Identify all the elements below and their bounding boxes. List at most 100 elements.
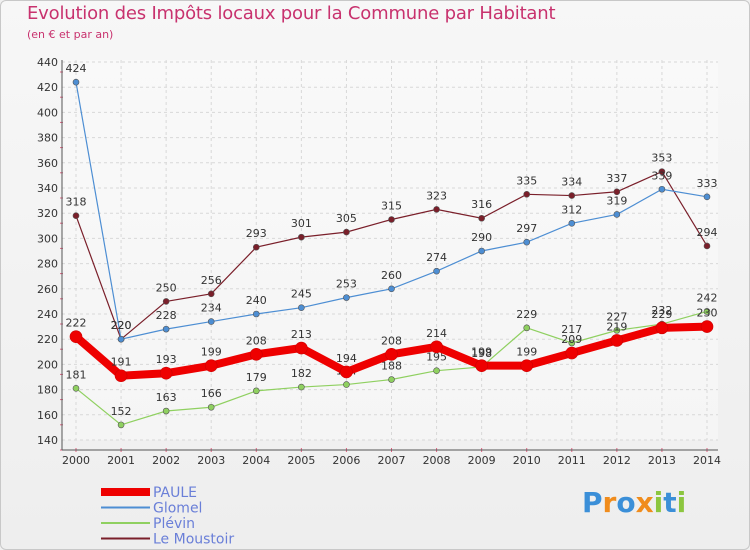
y-tick-label: 400 xyxy=(37,106,58,119)
data-point-paule xyxy=(520,359,534,372)
data-label-glomel: 319 xyxy=(606,194,627,207)
y-tick-label: 240 xyxy=(37,308,58,321)
x-tick-label: 2011 xyxy=(558,454,586,467)
chart-title: Evolution des Impôts locaux pour la Comm… xyxy=(27,3,556,24)
data-label-le-moustoir: 334 xyxy=(561,176,582,189)
data-point-glomel xyxy=(117,335,125,343)
data-point-glomel xyxy=(298,304,305,312)
data-point-glomel xyxy=(613,211,621,218)
data-point-glomel xyxy=(388,285,395,293)
x-tick-label: 2001 xyxy=(107,454,135,467)
data-label-le-moustoir: 337 xyxy=(606,172,627,185)
data-label-paule: 199 xyxy=(201,346,222,359)
data-label-glomel: 274 xyxy=(426,251,447,264)
data-point-glomel xyxy=(433,267,440,275)
data-label-glomel: 290 xyxy=(471,231,492,244)
data-point-le-moustoir xyxy=(658,168,666,175)
logo-letter: i xyxy=(676,486,687,519)
data-point-paule xyxy=(700,320,714,333)
x-tick-label: 2005 xyxy=(287,454,315,467)
x-tick-label: 2003 xyxy=(197,454,225,467)
data-label-glomel: 312 xyxy=(561,203,582,216)
data-label-paule: 199 xyxy=(471,346,492,359)
x-tick-label: 2012 xyxy=(603,454,631,467)
data-point-le-moustoir xyxy=(298,233,305,241)
data-label-paule: 208 xyxy=(381,334,402,347)
data-label-glomel: 220 xyxy=(111,319,132,332)
x-tick-label: 2002 xyxy=(152,454,180,467)
chart-subtitle: (en € et par an) xyxy=(27,28,114,41)
data-point-glomel xyxy=(207,318,215,325)
y-tick-label: 220 xyxy=(37,333,58,346)
data-point-glomel xyxy=(252,310,260,318)
data-point-paule xyxy=(655,321,669,335)
y-tick-label: 380 xyxy=(37,132,58,145)
data-point-le-moustoir xyxy=(613,188,621,196)
data-point-paule xyxy=(610,334,624,347)
y-tick-label: 320 xyxy=(37,207,58,220)
data-point-paule xyxy=(114,369,128,383)
data-label-le-moustoir: 316 xyxy=(471,198,492,211)
data-label-paule: 191 xyxy=(111,356,132,369)
data-point-le-moustoir xyxy=(207,290,215,298)
data-label-glomel: 240 xyxy=(246,294,267,307)
data-point-pl-vin xyxy=(703,308,711,315)
data-label-paule: 214 xyxy=(426,327,447,340)
data-label-pl-vin: 242 xyxy=(697,291,718,304)
data-point-paule xyxy=(295,341,308,355)
x-tick-label: 2006 xyxy=(332,454,360,467)
data-point-paule xyxy=(159,366,173,380)
data-label-pl-vin: 152 xyxy=(111,405,132,418)
data-label-pl-vin: 181 xyxy=(66,368,87,381)
y-tick-label: 200 xyxy=(37,358,58,371)
x-tick-label: 2010 xyxy=(513,454,541,467)
data-point-le-moustoir xyxy=(568,192,576,199)
data-point-pl-vin xyxy=(568,339,576,347)
y-tick-label: 260 xyxy=(37,283,58,296)
x-tick-label: 2008 xyxy=(423,454,451,467)
data-point-paule xyxy=(204,359,218,372)
data-point-glomel xyxy=(523,238,531,246)
logo-letter: i xyxy=(653,486,664,519)
legend-label-glomel: Glomel xyxy=(153,501,202,517)
data-label-pl-vin: 188 xyxy=(381,360,402,373)
data-point-pl-vin xyxy=(613,327,621,334)
data-label-paule: 229 xyxy=(651,308,672,321)
data-label-glomel: 339 xyxy=(651,169,672,182)
y-tick-label: 160 xyxy=(37,409,58,422)
y-tick-label: 300 xyxy=(37,232,58,245)
data-label-le-moustoir: 323 xyxy=(426,189,447,202)
data-label-glomel: 260 xyxy=(381,269,402,282)
data-label-paule: 213 xyxy=(291,328,312,341)
data-point-paule xyxy=(249,348,263,361)
data-point-glomel xyxy=(162,325,170,333)
data-point-paule xyxy=(475,359,488,372)
proxiti-logo: Proxiti xyxy=(582,486,686,519)
data-label-pl-vin: 232 xyxy=(651,304,672,317)
data-label-paule: 209 xyxy=(561,333,582,346)
data-label-le-moustoir: 305 xyxy=(336,212,357,225)
data-point-paule xyxy=(340,365,353,379)
data-label-glomel: 234 xyxy=(201,302,222,315)
data-point-le-moustoir xyxy=(433,206,440,213)
x-tick-label: 2009 xyxy=(468,454,496,467)
data-label-le-moustoir: 250 xyxy=(156,281,177,294)
data-point-paule xyxy=(385,348,398,361)
data-point-pl-vin xyxy=(433,367,440,375)
data-label-pl-vin: 227 xyxy=(606,310,627,323)
data-point-glomel xyxy=(658,185,666,193)
data-label-paule: 222 xyxy=(66,317,87,330)
data-point-paule xyxy=(430,340,443,354)
logo-letter: o xyxy=(616,486,636,519)
data-label-le-moustoir: 220 xyxy=(111,319,132,332)
x-tick-label: 2013 xyxy=(648,454,676,467)
y-tick-label: 280 xyxy=(37,258,58,271)
data-point-pl-vin xyxy=(523,324,531,332)
data-label-pl-vin: 229 xyxy=(516,308,537,321)
data-point-le-moustoir xyxy=(703,242,711,250)
x-tick-label: 2007 xyxy=(378,454,406,467)
logo-letter: r xyxy=(602,486,617,519)
data-label-pl-vin: 163 xyxy=(156,391,177,404)
